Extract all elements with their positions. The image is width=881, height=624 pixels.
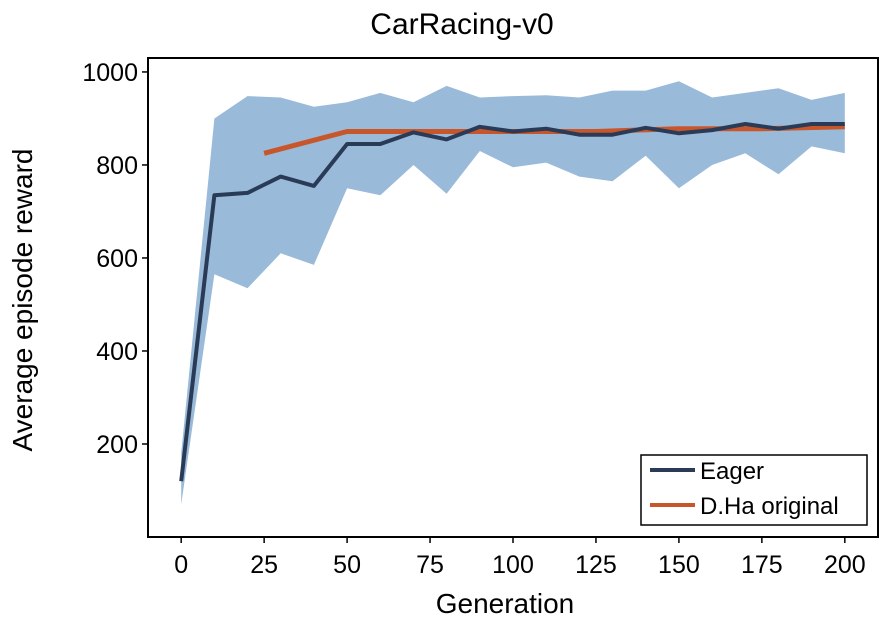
x-tick-label: 125 [575,551,617,579]
eager-range-band [181,81,845,505]
legend-label-eager: Eager [700,458,764,485]
y-tick-label: 800 [96,152,138,180]
legend-label-dha-original: D.Ha original [700,493,839,520]
y-axis-label: Average episode reward [7,148,38,451]
y-tick-label: 1000 [82,59,138,87]
legend: Eager D.Ha original [640,454,868,526]
x-axis: 0 25 50 75 100 125 150 175 200 [174,537,866,579]
x-tick-label: 75 [416,551,444,579]
x-tick-label: 25 [250,551,278,579]
series-line-eager [179,122,845,482]
x-tick-label: 200 [824,551,866,579]
chart-title: CarRacing-v0 [370,8,553,41]
y-tick-label: 400 [96,338,138,366]
plot-area [179,81,845,505]
y-tick-label: 600 [96,245,138,273]
x-tick-label: 50 [333,551,361,579]
x-tick-label: 175 [741,551,783,579]
y-axis: 200 400 600 800 1000 [82,59,148,459]
x-tick-label: 100 [492,551,534,579]
x-axis-label: Generation [436,588,575,619]
legend-box [640,454,868,526]
x-tick-label: 150 [658,551,700,579]
x-tick-label: 0 [174,551,188,579]
y-tick-label: 200 [96,431,138,459]
